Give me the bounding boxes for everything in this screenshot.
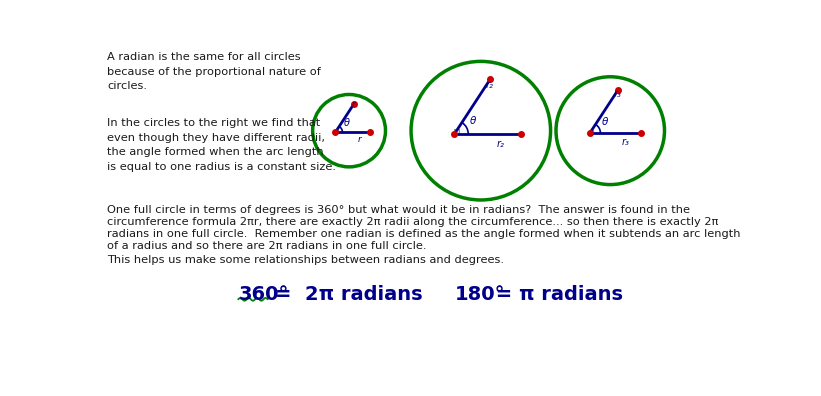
Text: One full circle in terms of degrees is 360° but what would it be in radians?  Th: One full circle in terms of degrees is 3… — [108, 206, 690, 215]
Text: r: r — [358, 135, 361, 144]
Text: r₂: r₂ — [485, 80, 493, 89]
Text: =  2π radians: = 2π radians — [275, 285, 422, 304]
Text: 180°: 180° — [456, 285, 506, 304]
Text: A radian is the same for all circles
because of the proportional nature of
circl: A radian is the same for all circles bec… — [108, 52, 321, 91]
Text: In the circles to the right we find that
even though they have different radii,
: In the circles to the right we find that… — [108, 118, 337, 171]
Bar — [335, 130, 337, 133]
Text: θ: θ — [602, 117, 608, 127]
Text: radians in one full circle.  Remember one radian is defined as the angle formed : radians in one full circle. Remember one… — [108, 229, 741, 239]
Text: of a radius and so there are 2π radians in one full circle.: of a radius and so there are 2π radians … — [108, 241, 427, 251]
Text: 360°: 360° — [238, 285, 289, 304]
Bar — [589, 129, 594, 133]
Bar — [454, 129, 459, 134]
Text: r₃: r₃ — [621, 137, 630, 147]
Text: θ: θ — [343, 118, 350, 128]
Text: = π radians: = π radians — [488, 285, 622, 304]
Text: circumference formula 2πr, there are exactly 2π radii along the circumference...: circumference formula 2πr, there are exa… — [108, 217, 718, 227]
Text: This helps us make some relationships between radians and degrees.: This helps us make some relationships be… — [108, 255, 504, 265]
Text: θ: θ — [470, 116, 477, 126]
Text: r₃: r₃ — [614, 89, 621, 99]
Text: r: r — [351, 100, 355, 109]
Text: r₂: r₂ — [497, 139, 505, 149]
